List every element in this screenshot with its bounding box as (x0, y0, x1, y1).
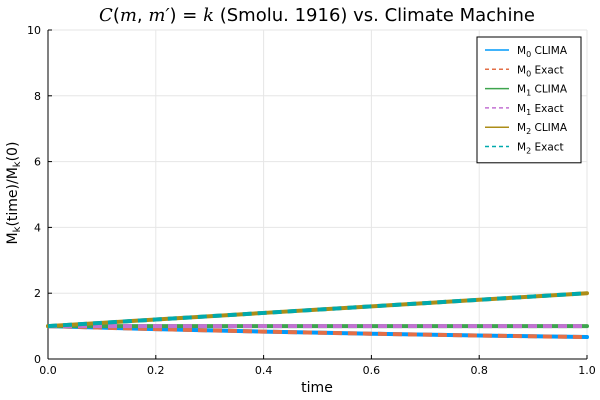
legend-label-sub: 0 (526, 69, 531, 78)
x-tick-label: 0.2 (147, 364, 165, 377)
legend-label-suffix: CLIMA (531, 84, 568, 96)
legend-label-main: M (517, 142, 526, 154)
legend-label-suffix: Exact (531, 64, 564, 76)
legend-label-main: M (517, 45, 526, 57)
x-axis-label: time (301, 380, 333, 396)
legend-label-3: M1 Exact (517, 103, 564, 117)
title-open-paren: ( (113, 5, 120, 26)
legend-label-4: M2 CLIMA (517, 122, 568, 136)
title-m: m (120, 5, 137, 26)
axes (47, 30, 587, 360)
legend-label-sub: 1 (526, 108, 531, 117)
legend-label-suffix: CLIMA (531, 45, 568, 57)
legend-label-sub: 0 (526, 50, 531, 59)
legend-label-main: M (517, 64, 526, 76)
legend-label-suffix: Exact (531, 103, 564, 115)
legend-label-suffix: Exact (531, 142, 564, 154)
legend-label-1: M0 Exact (517, 64, 564, 78)
legend-label-sub: 2 (526, 127, 531, 136)
x-ticks: 0.0 0.2 0.4 0.6 0.8 1.0 (39, 355, 596, 377)
legend-label-suffix: CLIMA (531, 122, 568, 134)
legend-label-2: M1 CLIMA (517, 84, 568, 98)
title-c: C (99, 5, 113, 26)
x-tick-label: 0.0 (39, 364, 57, 377)
title-comma: , (137, 5, 148, 26)
y-label-main: M (5, 232, 21, 244)
y-tick-label: 2 (34, 287, 41, 300)
y-axis-label: Mk(time)/Mk(0) (5, 142, 23, 245)
series-line-5 (47, 291, 588, 329)
y-tick-label: 6 (34, 156, 41, 169)
x-tick-label: 0.8 (470, 364, 488, 377)
legend-label-5: M2 Exact (517, 142, 564, 156)
y-label-middle: (time)/M (5, 167, 21, 226)
y-tick-label: 0 (34, 353, 41, 366)
y-label-end: (0) (5, 142, 21, 162)
legend-label-sub: 1 (526, 89, 531, 98)
legend-label-sub: 2 (526, 147, 531, 156)
series-line-0 (46, 324, 589, 340)
y-label-sub1: k (12, 226, 23, 232)
title-suffix: (Smolu. 1916) vs. Climate Machine (214, 5, 535, 26)
title-close: ) = (170, 5, 204, 26)
title-m-prime: m′ (148, 5, 169, 26)
series-lines (46, 291, 589, 340)
chart-title: C(m, m′) = k (Smolu. 1916) vs. Climate M… (99, 5, 535, 26)
y-tick-label: 10 (27, 24, 41, 37)
title-k: k (203, 5, 214, 26)
legend-box (476, 36, 582, 164)
x-tick-label: 0.4 (255, 364, 273, 377)
legend-label-main: M (517, 122, 526, 134)
y-label-sub2: k (12, 161, 23, 167)
legend-label-main: M (517, 103, 526, 115)
legend-label-0: M0 CLIMA (517, 45, 568, 59)
legend-label-main: M (517, 84, 526, 96)
x-tick-label: 0.6 (363, 364, 381, 377)
y-tick-label: 8 (34, 90, 41, 103)
y-tick-label: 4 (34, 221, 41, 234)
x-tick-label: 1.0 (578, 364, 596, 377)
y-ticks: 0 2 4 6 8 10 (27, 24, 52, 366)
